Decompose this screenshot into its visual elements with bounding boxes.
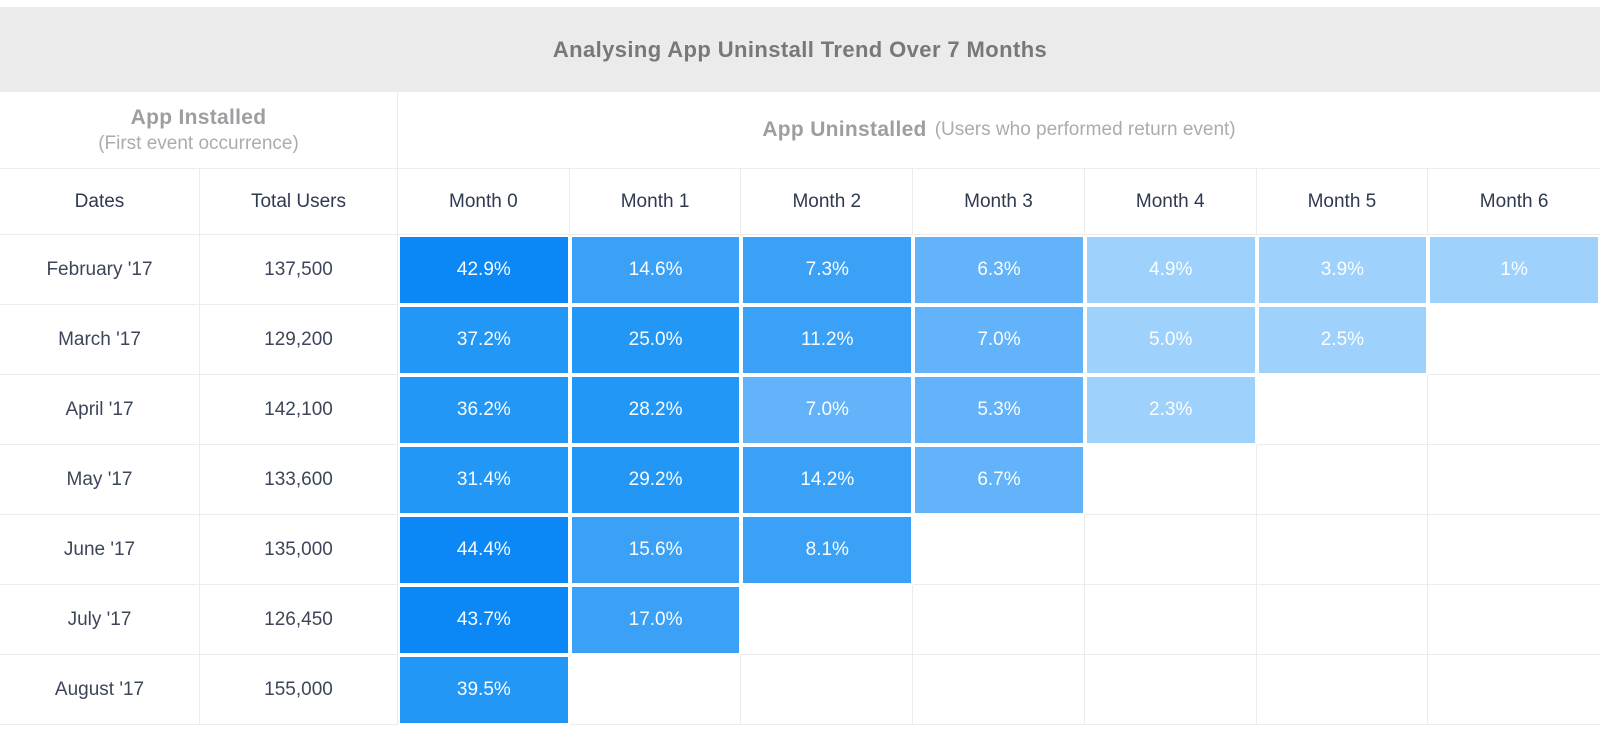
empty-cell <box>1256 515 1429 585</box>
percentage-cell: 11.2% <box>741 305 914 375</box>
empty-cell <box>1084 585 1257 655</box>
percentage-cell: 6.7% <box>913 445 1085 515</box>
percentage-cell: 28.2% <box>569 375 742 445</box>
date-cell: February '17 <box>0 235 200 305</box>
empty-cell <box>741 655 914 725</box>
uninstalled-section-header: App Uninstalled (Users who performed ret… <box>398 92 1600 168</box>
empty-cell <box>1084 515 1257 585</box>
column-header-month-0: Month 0 <box>398 169 570 235</box>
installed-section-header: App Installed (First event occurrence) <box>0 92 398 168</box>
percentage-cell: 7.3% <box>741 235 914 305</box>
empty-cell <box>913 515 1085 585</box>
percentage-cell: 14.2% <box>741 445 914 515</box>
percentage-cell: 39.5% <box>398 655 570 725</box>
percentage-cell: 14.6% <box>569 235 742 305</box>
percentage-cell: 37.2% <box>398 305 570 375</box>
date-cell: August '17 <box>0 655 200 725</box>
date-cell: June '17 <box>0 515 200 585</box>
total-users-cell: 133,600 <box>200 445 398 515</box>
percentage-cell: 1% <box>1428 235 1600 305</box>
percentage-cell: 25.0% <box>569 305 742 375</box>
empty-cell <box>1084 445 1257 515</box>
empty-cell <box>1428 305 1600 375</box>
percentage-cell: 8.1% <box>741 515 914 585</box>
empty-cell <box>1256 585 1429 655</box>
percentage-cell: 15.6% <box>569 515 742 585</box>
title-bar: Analysing App Uninstall Trend Over 7 Mon… <box>0 7 1600 92</box>
column-header-month-6: Month 6 <box>1428 169 1600 235</box>
percentage-cell: 7.0% <box>741 375 914 445</box>
column-header-total-users: Total Users <box>200 169 398 235</box>
total-users-cell: 129,200 <box>200 305 398 375</box>
total-users-cell: 135,000 <box>200 515 398 585</box>
empty-cell <box>1256 655 1429 725</box>
total-users-cell: 126,450 <box>200 585 398 655</box>
empty-cell <box>1428 585 1600 655</box>
percentage-cell: 7.0% <box>913 305 1085 375</box>
empty-cell <box>1428 375 1600 445</box>
percentage-cell: 43.7% <box>398 585 570 655</box>
empty-cell <box>1428 445 1600 515</box>
installed-section-title: App Installed <box>130 105 267 129</box>
column-header-month-1: Month 1 <box>569 169 742 235</box>
section-header-row: App Installed (First event occurrence) A… <box>0 92 1600 169</box>
page-title: Analysing App Uninstall Trend Over 7 Mon… <box>552 36 1048 62</box>
percentage-cell: 6.3% <box>913 235 1085 305</box>
percentage-cell: 2.5% <box>1256 305 1429 375</box>
percentage-cell: 5.3% <box>913 375 1085 445</box>
date-cell: July '17 <box>0 585 200 655</box>
cohort-grid: Dates Total Users Month 0 Month 1 Month 2 Mon… <box>0 169 1600 725</box>
uninstalled-section-subtitle: (Users who performed return event) <box>934 119 1236 140</box>
empty-cell <box>1256 375 1429 445</box>
column-header-month-4: Month 4 <box>1084 169 1257 235</box>
empty-cell <box>1084 655 1257 725</box>
percentage-cell: 29.2% <box>569 445 742 515</box>
date-cell: May '17 <box>0 445 200 515</box>
total-users-cell: 137,500 <box>200 235 398 305</box>
empty-cell <box>741 585 914 655</box>
percentage-cell: 2.3% <box>1084 375 1257 445</box>
date-cell: April '17 <box>0 375 200 445</box>
uninstalled-section-title: App Uninstalled <box>762 118 927 141</box>
empty-cell <box>569 655 742 725</box>
percentage-cell: 44.4% <box>398 515 570 585</box>
percentage-cell: 42.9% <box>398 235 570 305</box>
percentage-cell: 31.4% <box>398 445 570 515</box>
percentage-cell: 5.0% <box>1084 305 1257 375</box>
installed-section-subtitle: (First event occurrence) <box>98 132 299 154</box>
empty-cell <box>1428 655 1600 725</box>
total-users-cell: 155,000 <box>200 655 398 725</box>
total-users-cell: 142,100 <box>200 375 398 445</box>
percentage-cell: 17.0% <box>569 585 742 655</box>
percentage-cell: 4.9% <box>1084 235 1257 305</box>
date-cell: March '17 <box>0 305 200 375</box>
column-header-dates: Dates <box>0 169 200 235</box>
empty-cell <box>913 655 1085 725</box>
percentage-cell: 36.2% <box>398 375 570 445</box>
column-header-month-2: Month 2 <box>741 169 914 235</box>
empty-cell <box>913 585 1085 655</box>
percentage-cell: 3.9% <box>1256 235 1429 305</box>
empty-cell <box>1428 515 1600 585</box>
column-header-month-3: Month 3 <box>913 169 1085 235</box>
empty-cell <box>1256 445 1429 515</box>
column-header-month-5: Month 5 <box>1256 169 1429 235</box>
